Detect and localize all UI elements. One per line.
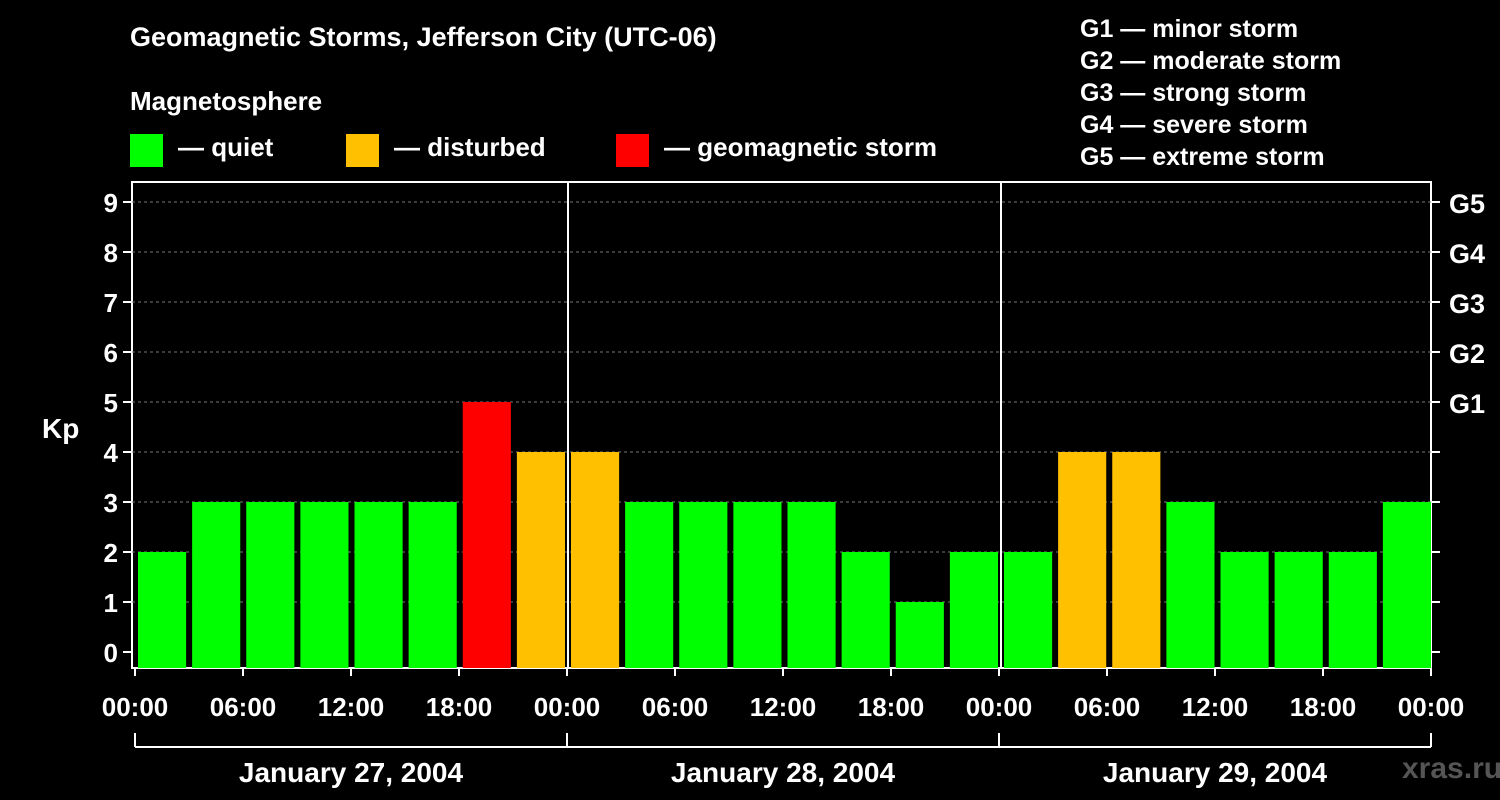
kp-bar: [679, 502, 728, 668]
x-tick-label: 18:00: [426, 692, 493, 722]
y-tick-label-1: 1: [104, 588, 118, 618]
g-scale-g5: G5 — extreme storm: [1080, 143, 1325, 171]
g-tick-label-g3: G3: [1449, 289, 1485, 319]
y-tick-label-0: 0: [104, 638, 118, 668]
kp-bar: [841, 552, 890, 668]
x-tick-label: 06:00: [642, 692, 709, 722]
kp-bar: [733, 502, 782, 668]
kp-bar: [1274, 552, 1323, 668]
kp-bar: [1112, 452, 1161, 668]
legend-label-storm: — geomagnetic storm: [664, 132, 938, 162]
y-tick-label-3: 3: [104, 488, 118, 518]
y-axis-label: Kp: [42, 413, 79, 444]
kp-bar: [895, 602, 944, 668]
y-tick-label-7: 7: [104, 288, 118, 318]
kp-bar: [192, 502, 241, 668]
kp-bar: [571, 452, 620, 668]
x-tick-label: 12:00: [750, 692, 817, 722]
y-tick-label-5: 5: [104, 388, 118, 418]
y-tick-label-9: 9: [104, 188, 118, 218]
g-tick-label-g4: G4: [1449, 239, 1485, 269]
x-tick-label: 18:00: [1290, 692, 1357, 722]
g-tick-label-g1: G1: [1449, 389, 1485, 419]
kp-bar: [300, 502, 349, 668]
date-label: January 29, 2004: [1103, 757, 1328, 788]
y-tick-label-4: 4: [104, 438, 119, 468]
g-scale-g3: G3 — strong storm: [1080, 79, 1307, 107]
chart-title: Geomagnetic Storms, Jefferson City (UTC-…: [130, 22, 717, 52]
g-tick-label-g2: G2: [1449, 339, 1485, 369]
x-tick-label: 00:00: [102, 692, 169, 722]
kp-bar: [462, 402, 511, 668]
kp-bar: [1220, 552, 1269, 668]
x-tick-label: 00:00: [1398, 692, 1465, 722]
x-tick-label: 06:00: [1074, 692, 1141, 722]
kp-bar: [246, 502, 295, 668]
kp-bar: [408, 502, 457, 668]
x-tick-label: 12:00: [1182, 692, 1249, 722]
legend-swatch-storm: [616, 134, 649, 167]
x-tick-label: 12:00: [318, 692, 385, 722]
kp-bar: [1004, 552, 1053, 668]
g-scale-g4: G4 — severe storm: [1080, 111, 1308, 139]
kp-bar: [516, 452, 565, 668]
g-scale-g2: G2 — moderate storm: [1080, 47, 1342, 75]
legend-swatch-quiet: [130, 134, 163, 167]
legend-label-disturbed: — disturbed: [394, 132, 546, 162]
kp-bar: [138, 552, 187, 668]
kp-bar: [1328, 552, 1377, 668]
x-tick-label: 00:00: [966, 692, 1033, 722]
y-tick-label-8: 8: [104, 238, 118, 268]
kp-bar: [1166, 502, 1215, 668]
date-label: January 28, 2004: [671, 757, 896, 788]
x-tick-label: 18:00: [858, 692, 925, 722]
legend-label-quiet: — quiet: [178, 132, 274, 162]
kp-bar: [1382, 502, 1431, 668]
y-tick-label-6: 6: [104, 338, 118, 368]
date-label: January 27, 2004: [239, 757, 464, 788]
x-tick-label: 00:00: [534, 692, 601, 722]
y-tick-label-2: 2: [104, 538, 118, 568]
g-scale-g1: G1 — minor storm: [1080, 15, 1299, 43]
kp-bar: [625, 502, 674, 668]
x-tick-label: 06:00: [210, 692, 277, 722]
kp-bar: [949, 552, 998, 668]
g-tick-label-g5: G5: [1449, 189, 1485, 219]
kp-bar: [354, 502, 403, 668]
kp-bar: [1058, 452, 1107, 668]
legend-swatch-disturbed: [346, 134, 379, 167]
watermark: xras.ru: [1402, 752, 1500, 785]
legend-heading: Magnetosphere: [130, 86, 323, 116]
kp-bar: [787, 502, 836, 668]
